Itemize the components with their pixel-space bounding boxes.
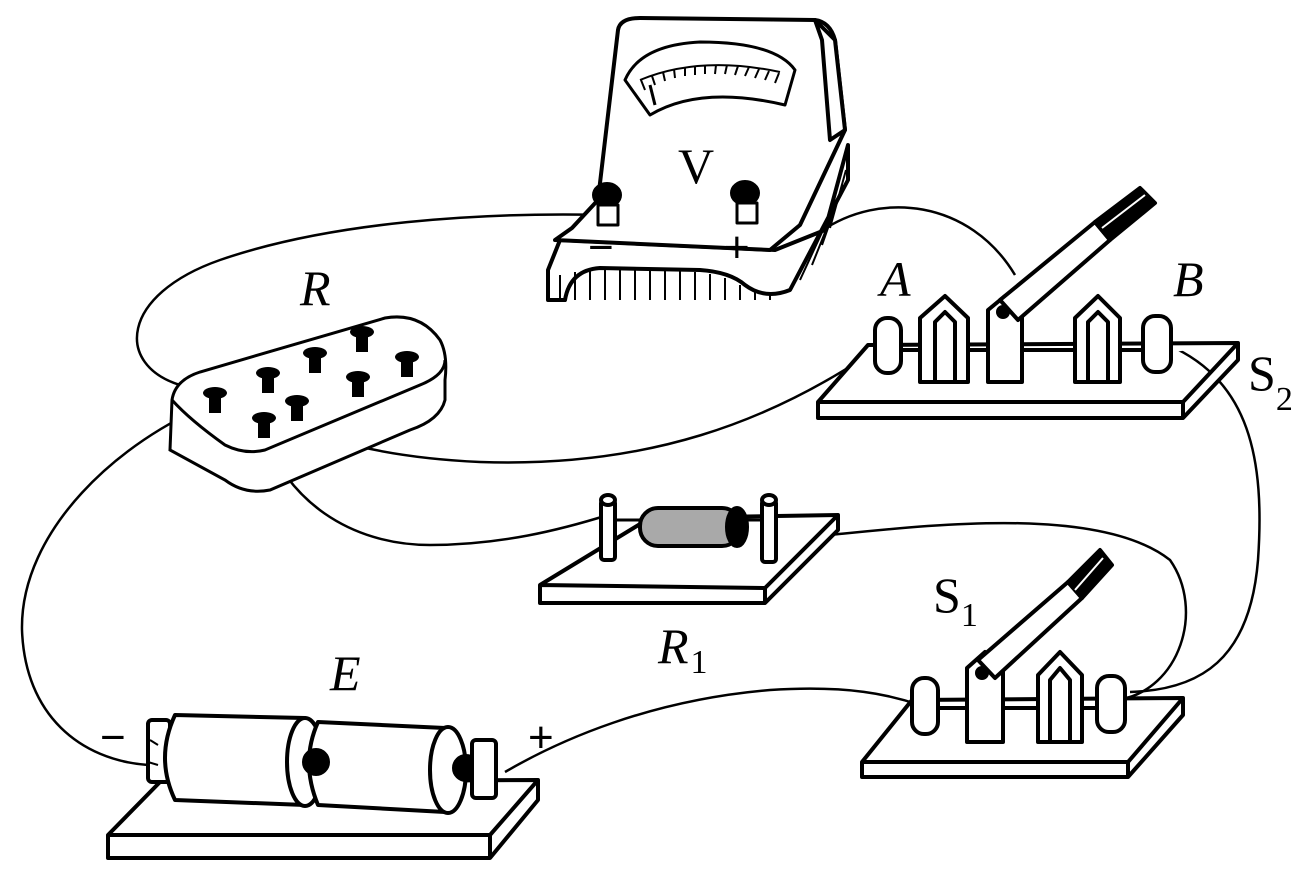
voltmeter-plus-sign: +: [724, 223, 750, 272]
switch-s1-terminal-left[interactable]: [910, 676, 940, 736]
switch-s2-jaw-right: [1073, 294, 1122, 384]
resistor-r1-post-left[interactable]: [599, 498, 617, 562]
voltmeter-scale: [639, 64, 781, 106]
wire-battery-plus-to-switch1: [504, 687, 921, 774]
switch-s2-handle[interactable]: [1093, 186, 1157, 242]
switch-s2-terminal-b[interactable]: [1141, 314, 1173, 374]
battery-plus-sign: +: [528, 713, 554, 762]
switch-s2: [816, 186, 1240, 420]
voltmeter-base-ribs: [559, 169, 847, 300]
switch-s1: [860, 548, 1185, 779]
wire-switch2-b-to-switch1: [1129, 343, 1261, 694]
battery: [106, 713, 540, 860]
voltmeter-label: V: [678, 138, 714, 194]
voltmeter: [546, 16, 850, 302]
wire-voltmeter-plus-to-switch2: [819, 206, 1017, 276]
wire-rbox-to-r1: [260, 427, 609, 547]
resistance-box-label: R: [299, 260, 331, 316]
resistance-box: [168, 315, 448, 493]
resistor-r1-post-right[interactable]: [760, 498, 778, 564]
voltmeter-terminal-plus[interactable]: [730, 180, 760, 225]
switch-s2-terminal-b-label: B: [1173, 251, 1204, 307]
resistor-r1: [538, 493, 840, 605]
wire-r1-to-switch1: [829, 521, 1188, 702]
switch-s2-terminal-a[interactable]: [873, 316, 903, 375]
voltmeter-minus-sign: −: [588, 223, 614, 272]
resistance-box-top: [170, 359, 447, 454]
switch-s2-label: S2: [1248, 345, 1293, 418]
resistance-box-posts[interactable]: [203, 326, 419, 438]
resistor-r1-label: R1: [657, 618, 708, 681]
switch-s2-terminal-a-label: A: [877, 251, 911, 307]
battery-end-right: [470, 738, 498, 800]
battery-minus-sign: −: [100, 713, 126, 762]
switch-s1-label: S1: [933, 567, 978, 634]
battery-label: E: [329, 645, 361, 701]
switch-s1-jaw: [1036, 650, 1084, 744]
voltmeter-side: [813, 18, 847, 142]
voltmeter-terminal-minus[interactable]: [592, 182, 622, 227]
wire-rbox-to-battery-minus: [20, 401, 214, 767]
switch-s1-terminal-right[interactable]: [1095, 674, 1127, 734]
switch-s2-jaw-left: [918, 294, 970, 384]
voltmeter-dial: [623, 40, 797, 117]
